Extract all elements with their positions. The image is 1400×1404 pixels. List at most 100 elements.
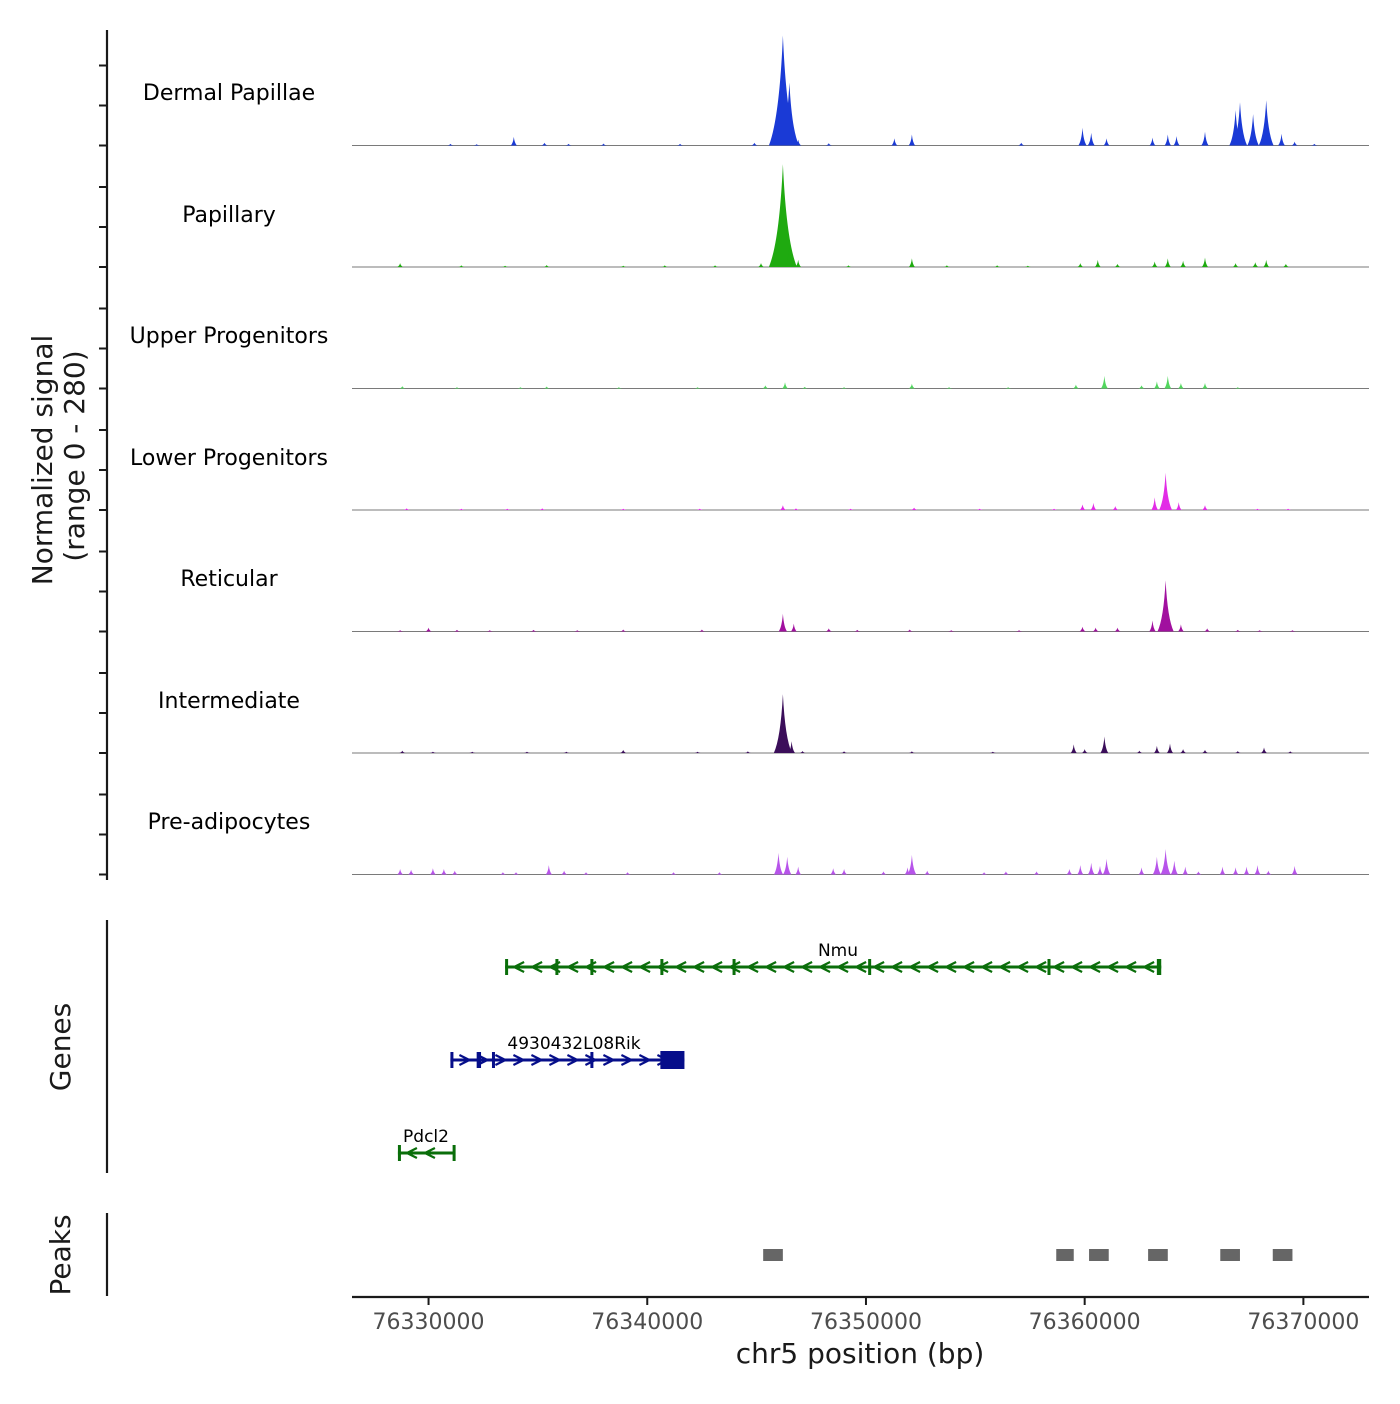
- exon: [868, 959, 872, 975]
- signal-peak: [778, 613, 787, 632]
- gene-label: 4930432L08Rik: [507, 1034, 640, 1054]
- exon: [397, 1145, 401, 1161]
- signal-peak: [458, 265, 465, 267]
- exon: [452, 1145, 456, 1161]
- signal-peak: [454, 629, 460, 632]
- signal-peak: [841, 387, 848, 389]
- signal-peak: [561, 870, 568, 875]
- signal-tracks: [352, 35, 1369, 875]
- signal-peak: [447, 143, 454, 146]
- signal-peak: [981, 872, 988, 875]
- signal-peak: [661, 265, 668, 267]
- signal-axis-ticks: [99, 64, 107, 876]
- signal-peak: [425, 627, 432, 632]
- gene-nmu: [505, 959, 1162, 975]
- signal-peak: [924, 870, 931, 875]
- signal-peak: [469, 751, 476, 753]
- signal-peak: [429, 868, 436, 875]
- signal-peak: [744, 751, 751, 753]
- signal-peak: [751, 142, 758, 146]
- strand-arrow: [584, 1054, 598, 1066]
- signal-peak: [1291, 865, 1298, 875]
- track-lower-progenitors: [352, 472, 1369, 511]
- signal-peak: [908, 383, 915, 389]
- strand-arrow: [745, 961, 759, 973]
- strand-arrow: [979, 961, 993, 973]
- signal-peak: [793, 508, 799, 510]
- track-dermal-papillae: [352, 35, 1369, 146]
- signal-peak: [1100, 736, 1109, 753]
- signal-peak: [1016, 630, 1023, 632]
- signal-peak: [397, 263, 404, 267]
- track-label: Lower Progenitors: [130, 446, 328, 471]
- strand-arrow: [691, 961, 705, 973]
- strand-arrow: [512, 1054, 526, 1066]
- strand-arrow: [1105, 961, 1119, 973]
- signal-peak: [779, 82, 799, 146]
- signal-peak: [1087, 862, 1095, 875]
- signal-peak: [1079, 626, 1086, 632]
- signal-peak: [1087, 132, 1095, 146]
- signal-peak: [1094, 259, 1101, 267]
- signal-peak: [524, 751, 530, 753]
- signal-peak: [1180, 749, 1187, 753]
- signal-peak: [1100, 375, 1108, 389]
- signal-peak: [1070, 744, 1077, 753]
- signal-peak: [1180, 260, 1187, 267]
- strand-arrow: [565, 961, 579, 973]
- exon: [590, 959, 594, 975]
- track-papillary: [352, 164, 1369, 268]
- signal-peak: [801, 386, 808, 389]
- signal-peak: [502, 265, 509, 267]
- peak-region: [1148, 1249, 1168, 1261]
- signal-peak: [1311, 143, 1318, 146]
- peak-region: [1089, 1249, 1109, 1261]
- signal-peak: [830, 868, 837, 875]
- peak-region: [1056, 1249, 1074, 1261]
- strand-arrow: [781, 961, 795, 973]
- signal-peak: [845, 265, 852, 267]
- peak-region: [1272, 1249, 1293, 1261]
- strand-arrow: [871, 961, 885, 973]
- strand-arrow: [422, 1147, 436, 1159]
- signal-peak: [399, 750, 406, 753]
- signal-peak: [1149, 137, 1156, 146]
- strand-arrow: [637, 961, 651, 973]
- exon: [1047, 959, 1051, 975]
- strand-arrow: [1141, 961, 1155, 973]
- signal-peak: [716, 872, 723, 875]
- exon: [590, 1052, 594, 1068]
- signal-peak: [1232, 867, 1239, 875]
- strand-arrow: [1015, 961, 1029, 973]
- gene-pdcl2: [397, 1145, 456, 1161]
- signal-peak: [1232, 102, 1248, 146]
- signal-peak: [1202, 749, 1208, 753]
- strand-arrow: [763, 961, 777, 973]
- peak-region: [763, 1249, 783, 1261]
- signal-peak: [847, 508, 854, 510]
- peaks-axis-label: Peaks: [44, 1214, 77, 1295]
- signal-peak: [762, 385, 769, 389]
- strand-arrow: [1033, 961, 1047, 973]
- signal-peak: [1166, 743, 1174, 753]
- strand-arrow: [529, 961, 543, 973]
- signal-peak: [1278, 133, 1285, 146]
- signal-peak: [1219, 866, 1226, 875]
- x-axis-ticks: [427, 1297, 1305, 1305]
- signal-peak: [517, 387, 524, 389]
- signal-peak: [615, 387, 622, 389]
- signal-peak: [1263, 259, 1270, 267]
- track-label: Papillary: [182, 203, 276, 228]
- signal-peak: [1170, 860, 1178, 875]
- signal-peak: [1234, 751, 1241, 753]
- signal-peak: [1002, 871, 1009, 875]
- signal-peak: [565, 143, 572, 146]
- strand-arrow: [943, 961, 957, 973]
- signal-peak: [539, 508, 546, 510]
- strand-arrow: [961, 961, 975, 973]
- signal-peak: [908, 258, 915, 267]
- signal-peak: [841, 751, 848, 753]
- signal-peak: [825, 628, 832, 632]
- signal-peak: [1234, 629, 1241, 632]
